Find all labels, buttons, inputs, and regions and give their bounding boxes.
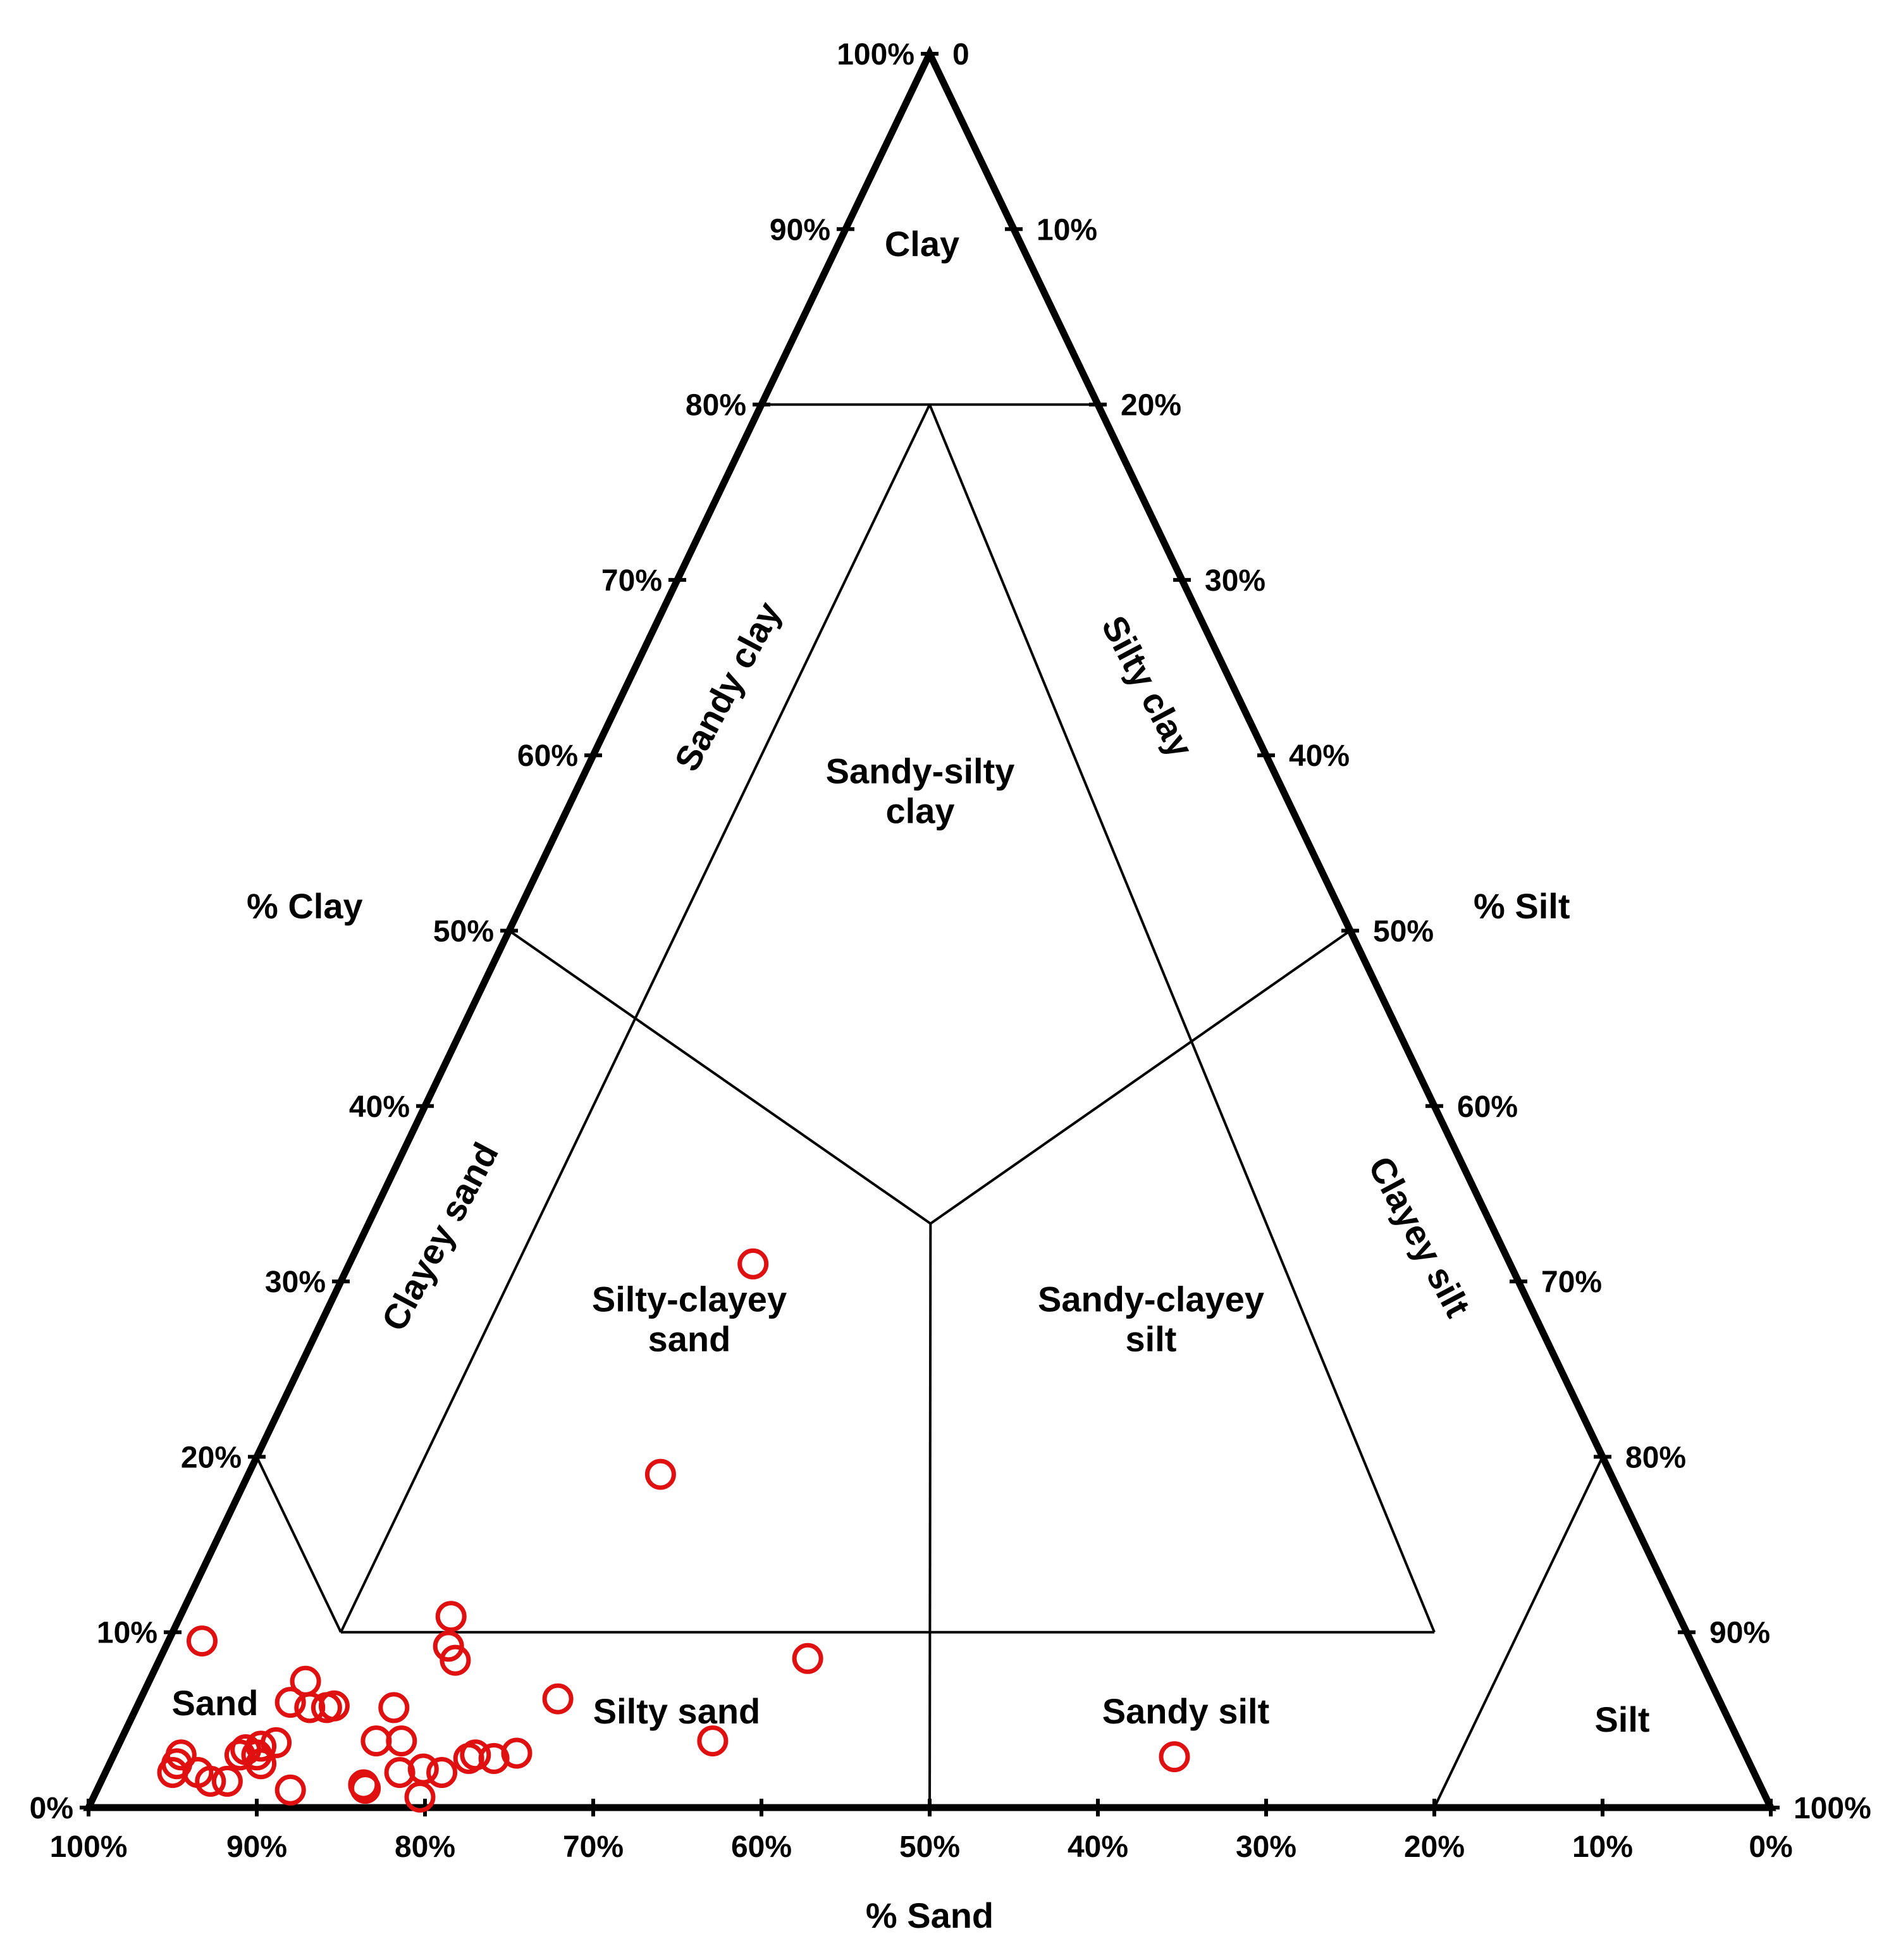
region-label-sandy-silt: Sandy silt [1102,1691,1270,1731]
region-label-line: Sandy clay [667,595,789,777]
region-label-line: Sandy silt [1102,1691,1270,1731]
region-label-sandy-clayey-silt: Sandy-clayey silt [1038,1279,1264,1359]
sand-tick-label: 40% [1068,1830,1128,1864]
data-points [157,1248,1190,1813]
data-point [440,1644,471,1676]
boundary-line-7 [255,1456,342,1633]
data-point [386,1725,417,1757]
boundary-line-4 [930,929,1351,1225]
silt-tick-label: 30% [1205,564,1265,598]
region-label-line: Silty clay [1094,609,1202,763]
region-label-line: Silt [1594,1699,1649,1739]
region-label-line: silt [1126,1319,1177,1359]
sand-tick-label: 90% [226,1830,287,1864]
data-point [274,1687,306,1718]
sand-tick-label: 30% [1236,1830,1296,1864]
data-point [426,1757,458,1788]
data-point [290,1665,321,1697]
silt-tick-label: 40% [1289,739,1350,773]
data-point [245,1748,277,1780]
clay-tick-label: 100% [837,38,914,71]
data-point [542,1683,574,1715]
sand-tick-label: 20% [1404,1830,1465,1864]
data-point [318,1690,350,1722]
data-point [737,1248,769,1279]
data-point [1159,1741,1190,1773]
data-point [460,1739,491,1771]
region-labels: Clay Sandy clay Silty clay Sandy-silty clay C… [172,224,1650,1739]
sand-axis-title: % Sand [866,1895,994,1935]
region-label-line: sand [648,1319,731,1359]
sand-tick-label: 0% [1749,1830,1792,1864]
silt-tick-label: 20% [1121,389,1181,422]
clay-tick-label: 60% [517,739,578,773]
region-label-sandy-clay: Sandy clay [667,595,789,777]
region-label-silt: Silt [1594,1699,1649,1739]
silt-tick-label: 10% [1037,213,1097,247]
clay-tick-label: 0% [30,1792,73,1825]
region-label-line: Silty-clayey [592,1279,787,1319]
sand-tick-label: 50% [899,1830,960,1864]
sand-tick-label: 60% [731,1830,792,1864]
data-point [245,1730,277,1762]
clay-tick-label: 70% [601,564,662,598]
region-label-silty-clayey-sand: Silty-clayey sand [592,1279,787,1359]
region-label-line: Sandy-silty [826,751,1015,791]
data-point [501,1737,532,1769]
boundary-line-8 [1433,1456,1604,1808]
data-point [195,1765,226,1797]
region-label-clayey-silt: Clayey silt [1361,1150,1479,1323]
data-point [360,1725,392,1757]
region-label-line: Sand [172,1683,259,1723]
data-point [350,1773,381,1804]
clay-tick-label: 20% [181,1441,242,1474]
clay-tick-label: 90% [770,213,830,247]
silt-axis-title: % Silt [1474,886,1570,926]
clay-tick-label: 10% [97,1617,157,1650]
region-label-silty-clay: Silty clay [1094,609,1202,763]
clay-tick-label: 40% [349,1090,410,1124]
region-boundaries [255,403,1604,1808]
silt-tick-label: 0 [952,38,970,71]
sand-tick-label: 10% [1572,1830,1633,1864]
region-label-line: Clay [885,224,959,264]
data-point [478,1742,510,1774]
clay-tick-label: 30% [265,1266,326,1299]
region-label-line: Clayey silt [1361,1150,1479,1323]
region-label-clay: Clay [885,224,959,264]
clay-tick-label: 80% [686,389,746,422]
region-label-sand: Sand [172,1683,259,1723]
silt-tick-label: 100% [1794,1792,1871,1825]
sand-tick-label: 100% [50,1830,128,1864]
boundary-line-3 [508,929,932,1225]
data-point [792,1643,823,1674]
region-label-silty-sand: Silty sand [593,1691,761,1731]
clay-axis-title: % Clay [247,886,363,926]
data-point [378,1692,410,1723]
silt-tick-label: 90% [1709,1617,1770,1650]
sand-tick-label: 70% [563,1830,624,1864]
silt-tick-label: 50% [1373,915,1434,949]
data-point [274,1774,306,1806]
region-label-line: clay [886,791,955,831]
axis-ticks: 0% 0 100% 10% 10% 90% 20% 20% 80% 30% 30% 70% 40% 40%… [30,38,1871,1864]
data-point [261,1727,292,1758]
region-label-sandy-silty-clay: Sandy-silty clay [826,751,1015,831]
data-point [211,1765,243,1797]
region-label-line: Sandy-clayey [1038,1279,1264,1319]
region-label-line: Silty sand [593,1691,761,1731]
silt-tick-label: 60% [1457,1090,1518,1124]
boundary-line-2 [928,404,1436,1633]
data-point [404,1781,436,1813]
data-point [697,1725,729,1757]
sand-tick-label: 80% [395,1830,455,1864]
silt-tick-label: 80% [1625,1441,1686,1474]
data-point [435,1601,467,1632]
data-point [644,1458,676,1490]
clay-tick-label: 50% [433,915,494,949]
silt-tick-label: 70% [1541,1266,1602,1299]
data-point [187,1625,218,1657]
data-point [384,1757,416,1788]
